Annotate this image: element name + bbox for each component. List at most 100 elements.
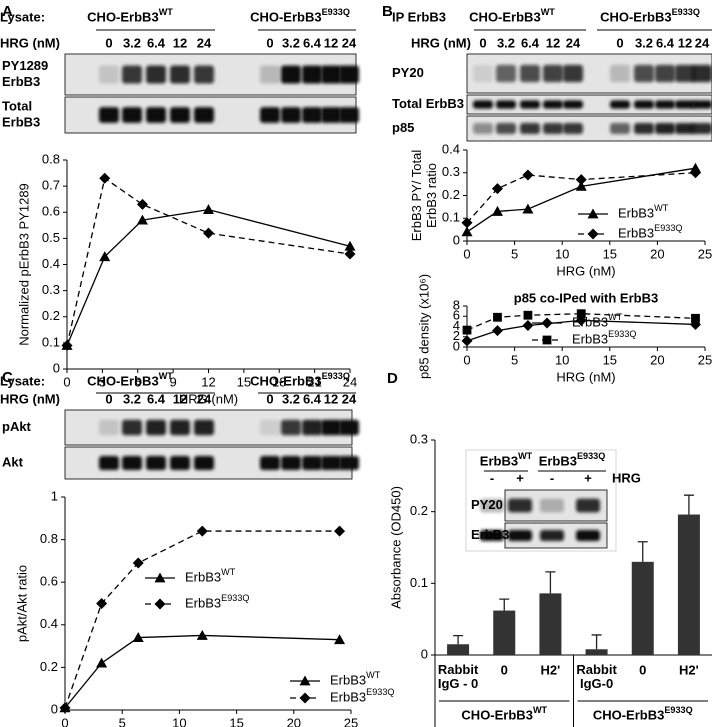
dose: 3.2 (282, 35, 300, 50)
x-tick-label: Rabbit IgG - 0 (438, 662, 479, 691)
bar (631, 561, 654, 655)
dose: 3.2 (635, 35, 653, 50)
series-line (66, 177, 351, 346)
x-tick-label: 0 (639, 662, 646, 677)
band (321, 455, 341, 471)
bar (677, 514, 700, 655)
y-axis-label: p85 density (x10⁶) (416, 274, 431, 379)
group-label: CHO-ErbB3WT (87, 371, 173, 388)
y-tick-label: 0.3 (42, 282, 60, 297)
marker (491, 205, 503, 216)
band (260, 419, 280, 436)
y-tick-label: 8 (453, 297, 460, 312)
inset-frame (465, 449, 617, 552)
band (480, 498, 504, 513)
band (99, 419, 119, 436)
y-tick-label: 0 (51, 701, 58, 716)
marker (334, 634, 346, 645)
y-tick-label: 0 (453, 232, 460, 247)
panel-letter: B (382, 3, 393, 20)
marker (587, 208, 599, 219)
x-tick-label: 25 (698, 352, 712, 367)
dose: 3.2 (123, 391, 141, 406)
marker (99, 172, 111, 184)
band (281, 419, 301, 436)
band (260, 65, 280, 84)
band (634, 64, 654, 83)
y-tick-label: 0.3 (410, 431, 428, 446)
marker (541, 317, 553, 329)
panel-letter: D (387, 370, 398, 387)
x-tick-label: 0 (63, 374, 70, 389)
row-label: PY1289 (2, 58, 48, 73)
group-label: ErbB3E933Q (539, 451, 606, 468)
y-tick-label: 2 (453, 328, 460, 343)
band (339, 65, 359, 84)
band (99, 107, 119, 123)
band (540, 530, 564, 541)
marker (522, 169, 534, 181)
marker (522, 319, 534, 331)
x-tick-label: 15 (229, 715, 243, 727)
x-tick-label: 10 (172, 715, 186, 727)
marker (196, 525, 208, 537)
y-tick-label: 0.4 (42, 256, 60, 271)
dose: 6.4 (147, 391, 166, 406)
band (576, 498, 600, 513)
dose: 0 (105, 391, 112, 406)
band (321, 107, 341, 123)
y-tick-label: 0.2 (410, 503, 428, 518)
dose-label: HRG (nM) (0, 35, 60, 50)
dose: - (550, 470, 554, 485)
dose: 3.2 (497, 35, 515, 50)
band (692, 123, 712, 134)
y-axis-label: ErbB3 ratio (424, 163, 439, 228)
marker (203, 204, 214, 215)
legend-label: ErbB3E933Q (330, 687, 394, 704)
band (170, 455, 190, 471)
band (692, 100, 712, 109)
dose-label: HRG (nM) (411, 35, 471, 50)
band (194, 455, 214, 471)
y-tick-label: 4 (453, 318, 460, 333)
y-tick-label: 0.3 (442, 164, 460, 179)
band (170, 419, 190, 436)
y-tick-label: 1 (51, 488, 58, 503)
x-tick-label: 18 (272, 374, 286, 389)
lysate-label: Lysate: (0, 9, 45, 24)
y-tick-label: 0.8 (40, 531, 58, 546)
band (146, 107, 166, 123)
y-tick-label: 0.6 (42, 204, 60, 219)
marker (96, 598, 108, 609)
marker (154, 572, 166, 583)
dose: 6.4 (147, 35, 166, 50)
x-tick-label: Rabbit IgG-0 (576, 662, 617, 691)
marker (542, 335, 552, 345)
y-tick-label: 6 (453, 308, 460, 323)
band (146, 455, 166, 471)
group-label: CHO-ErbB3E933Q (250, 7, 350, 24)
band (99, 65, 119, 84)
band (634, 123, 654, 134)
row-label: pAkt (2, 419, 32, 434)
row-label: PY20 (392, 65, 424, 80)
lysate-label: Lysate: (0, 373, 45, 388)
series-line (466, 172, 696, 224)
marker (299, 675, 311, 686)
band (339, 107, 359, 123)
x-tick-label: H2' (679, 662, 699, 677)
marker (154, 598, 166, 610)
x-tick-label: 21 (307, 374, 321, 389)
dose: 12 (173, 35, 187, 50)
y-tick-label: 0.4 (40, 616, 58, 631)
x-tick-label: 20 (650, 246, 664, 261)
band (281, 107, 301, 123)
y-tick-label: 0.4 (442, 141, 460, 156)
band (260, 107, 280, 123)
dose: 24 (197, 391, 212, 406)
x-tick-label: 5 (511, 352, 518, 367)
marker (203, 227, 214, 239)
dose-label: HRG (612, 470, 641, 485)
x-tick-label: 15 (603, 352, 617, 367)
